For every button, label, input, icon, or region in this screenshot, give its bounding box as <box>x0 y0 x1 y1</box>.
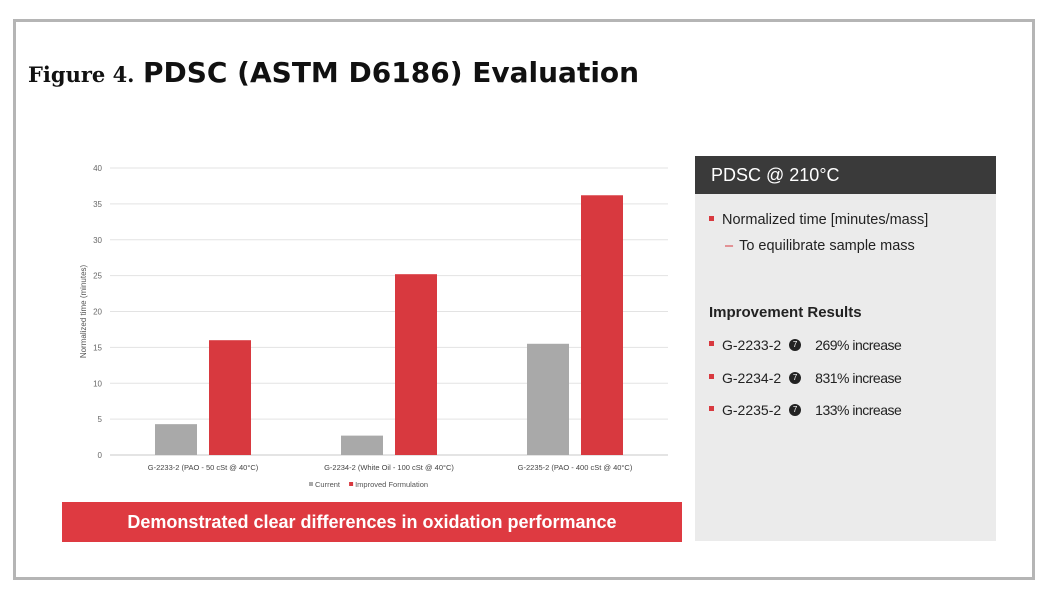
y-tick-label: 15 <box>93 343 102 352</box>
y-tick-label: 35 <box>93 200 102 209</box>
y-tick-label: 25 <box>93 272 102 281</box>
bar-current <box>527 343 569 455</box>
bar-improved-formulation <box>209 340 251 455</box>
bullet-square-icon <box>709 373 714 379</box>
bar-improved-formulation <box>581 195 623 455</box>
panel-bullet-text: Normalized time [minutes/mass] <box>722 212 929 228</box>
y-tick-label: 30 <box>93 236 102 245</box>
panel-sub-bullet: – To equilibrate sample mass <box>725 238 915 254</box>
bar-improved-formulation <box>395 274 437 455</box>
panel-header: PDSC @ 210°C <box>695 156 996 194</box>
figure-heading: PDSC (ASTM D6186) Evaluation <box>142 56 640 89</box>
result-increase: 133% increase <box>815 402 902 418</box>
result-increase: 269% increase <box>815 337 902 353</box>
result-sample: G-2234-2 <box>722 370 782 386</box>
figure-title: Figure 4. PDSC (ASTM D6186) Evaluation <box>28 56 639 89</box>
legend-label: Improved Formulation <box>355 480 428 489</box>
bar-current <box>155 424 197 455</box>
legend-label: Current <box>315 480 341 489</box>
legend-swatch <box>309 482 313 486</box>
result-sample: G-2235-2 <box>722 402 782 418</box>
y-axis-title: Normalized time (minutes) <box>79 264 88 358</box>
dash-icon: – <box>725 238 734 254</box>
number-circle-icon: 7 <box>789 404 802 416</box>
y-tick-label: 10 <box>93 379 102 388</box>
result-sample: G-2233-2 <box>722 337 782 353</box>
result-row: G-2234-2 7 831% increase <box>709 370 902 386</box>
results-title: Improvement Results <box>709 304 862 321</box>
x-tick-label: G-2235-2 (PAO - 400 cSt @ 40°C) <box>518 463 633 472</box>
x-tick-label: G-2234-2 (White Oil - 100 cSt @ 40°C) <box>324 463 454 472</box>
info-panel: PDSC @ 210°C Normalized time [minutes/ma… <box>695 156 996 541</box>
y-tick-label: 0 <box>98 451 103 460</box>
number-circle-icon: 7 <box>789 339 802 351</box>
result-increase: 831% increase <box>815 370 902 386</box>
legend-swatch <box>349 482 354 486</box>
y-tick-label: 40 <box>93 164 102 173</box>
y-tick-label: 5 <box>98 415 103 424</box>
conclusion-banner: Demonstrated clear differences in oxidat… <box>62 502 682 542</box>
figure-label: Figure 4. <box>28 62 135 87</box>
bullet-square-icon <box>709 340 714 346</box>
panel-bullet: Normalized time [minutes/mass] <box>709 212 928 228</box>
y-tick-label: 20 <box>93 308 102 317</box>
number-circle-icon: 7 <box>789 372 802 384</box>
bullet-square-icon <box>709 215 714 221</box>
result-row: G-2235-2 7 133% increase <box>709 402 902 418</box>
panel-sub-bullet-text: To equilibrate sample mass <box>739 238 915 254</box>
bullet-square-icon <box>709 405 714 411</box>
bar-chart: 0 5 10 15 20 25 30 35 40 Normalized time (minutes… <box>79 164 668 489</box>
x-tick-label: G-2233-2 (PAO - 50 cSt @ 40°C) <box>148 463 259 472</box>
bar-current <box>341 435 383 455</box>
result-row: G-2233-2 7 269% increase <box>709 337 902 353</box>
